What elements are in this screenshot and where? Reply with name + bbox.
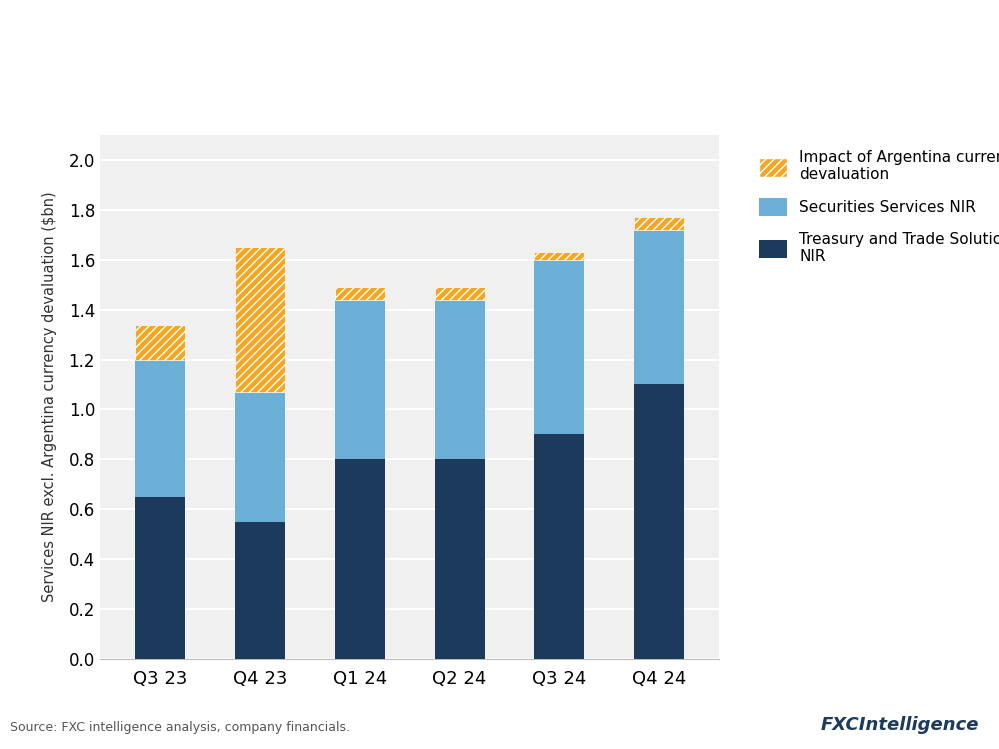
Bar [435, 300, 485, 459]
Bar [634, 384, 684, 659]
Bar [135, 324, 185, 360]
Bar [235, 522, 285, 659]
Text: Services non-interest revenue (NIR) and Argentina currency devaluation impact: Services non-interest revenue (NIR) and … [10, 71, 672, 89]
Bar [634, 230, 684, 384]
Bar [435, 287, 485, 300]
Bar [235, 247, 285, 392]
Bar [435, 459, 485, 659]
Bar [634, 217, 684, 230]
Text: FXCIntelligence: FXCIntelligence [820, 716, 979, 734]
Bar [135, 497, 185, 659]
Bar [534, 260, 584, 434]
Bar [335, 459, 385, 659]
Bar [335, 300, 385, 459]
Bar [335, 287, 385, 300]
Text: Source: FXC intelligence analysis, company financials.: Source: FXC intelligence analysis, compa… [10, 721, 350, 734]
Bar [235, 392, 285, 522]
Y-axis label: Services NIR excl. Argentina currency devaluation ($bn): Services NIR excl. Argentina currency de… [42, 192, 57, 602]
Bar [135, 360, 185, 497]
Bar [534, 434, 584, 659]
Text: Citi sees Services revenue boost as Argentina impact lessens: Citi sees Services revenue boost as Arge… [10, 19, 829, 43]
Bar [534, 252, 584, 260]
Legend: Impact of Argentina currency
devaluation, Securities Services NIR, Treasury and : Impact of Argentina currency devaluation… [751, 142, 999, 272]
